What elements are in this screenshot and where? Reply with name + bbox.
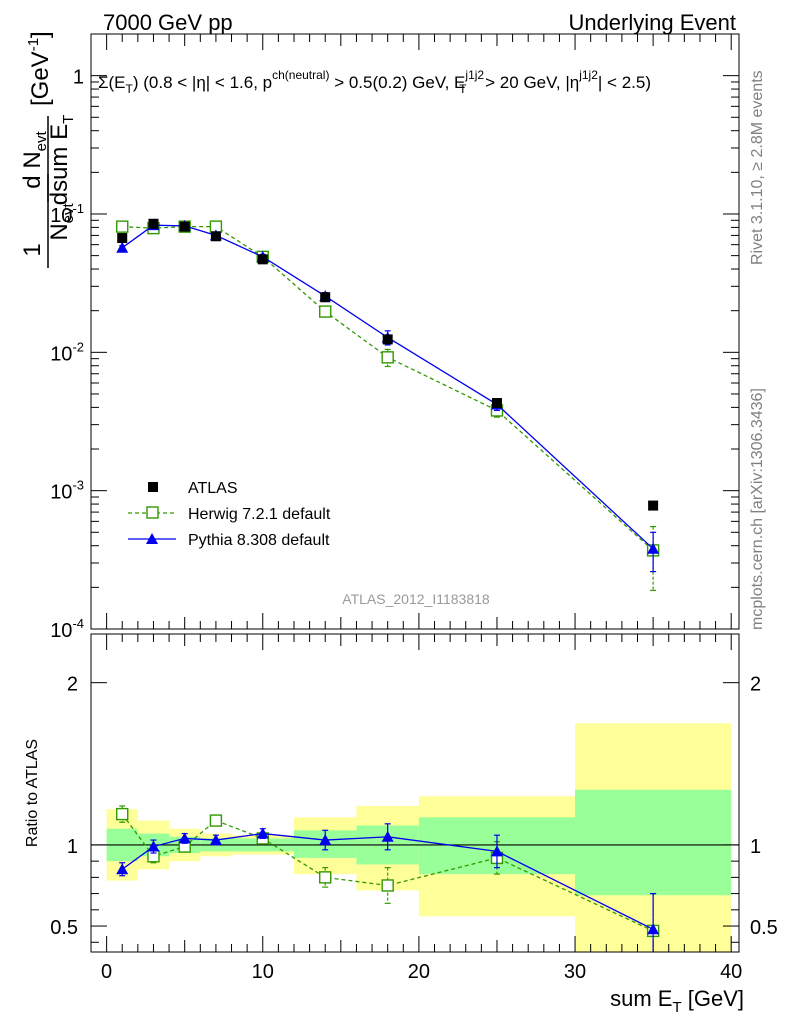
ratio-axes: 0.5 0.5 1 1 2 2 [50, 634, 778, 952]
ratio-y-tick-label: 0.5 [50, 917, 78, 939]
x-axis-label: sum ET [GeV] [610, 986, 744, 1016]
legend-pythia-marker [146, 533, 158, 544]
ratio-y-tick-label-right: 1 [750, 836, 761, 858]
ratio-y-tick-label-right: 0.5 [750, 917, 778, 939]
legend-item-pythia: Pythia 8.308 default [128, 532, 330, 549]
herwig-point [381, 351, 394, 364]
pythia-point [116, 241, 129, 253]
atlas-point [257, 254, 268, 265]
legend: ATLAS Herwig 7.2.1 default Pythia 8.308 … [128, 480, 331, 549]
herwig-line [122, 225, 654, 551]
uncertainty-band-inner [575, 789, 732, 896]
ratio-pythia-point [381, 830, 394, 842]
x-tick-label: 30 [564, 961, 586, 983]
x-tick-label: 0 [101, 961, 112, 983]
x-tick-label: 40 [720, 961, 742, 983]
legend-atlas-label: ATLAS [188, 480, 238, 497]
main-marks [116, 218, 660, 592]
ratio-pythia-point [490, 845, 503, 857]
atlas-point [148, 218, 159, 229]
legend-atlas-marker [148, 482, 158, 492]
main-frame [90, 33, 740, 630]
ratio-pythia-point [647, 923, 660, 935]
x-tick-label: 10 [252, 961, 274, 983]
atlas-point [320, 292, 331, 303]
main-title: Σ(ET) (0.8 < |η| < 1.6, pch(neutral) > 0… [98, 68, 651, 96]
main-panel: 10-4 10-3 10-2 10-1 1 Σ(ET) (0.8 < |η| < 1.6… [50, 33, 740, 642]
ratio-y-tick-label: 1 [67, 836, 78, 858]
main-axes: 10-4 10-3 10-2 10-1 1 [50, 33, 739, 642]
ratio-pythia-point [209, 834, 222, 846]
ratio-pythia-point [319, 834, 332, 846]
y-tick-label: 10-2 [50, 339, 84, 365]
ratio-pythia-point [178, 832, 191, 844]
watermark: ATLAS_2012_I1183818 [342, 591, 490, 607]
ratio-pythia-point [147, 840, 160, 852]
atlas-point [210, 231, 221, 242]
ratio-pythia-point [256, 827, 269, 839]
herwig-point [116, 220, 129, 233]
svg-text:[GeV-1]: [GeV-1] [25, 31, 54, 106]
mcplots-label: mcplots.cern.ch [arXiv:1306.3436] [749, 388, 766, 630]
ratio-y-tick-label: 2 [67, 674, 78, 696]
ratio-herwig-point [381, 879, 394, 892]
y-tick-label: 10-3 [50, 478, 84, 504]
ratio-frame [90, 633, 740, 953]
atlas-point [382, 334, 393, 345]
ratio-panel: 0.5 0.5 1 1 2 2 Ratio to ATLAS [24, 633, 778, 953]
header-right: Underlying Event [568, 10, 736, 35]
atlas-point [179, 221, 190, 232]
y-tick-label: 10-4 [50, 616, 84, 642]
atlas-point [117, 233, 128, 244]
herwig-point [319, 305, 332, 318]
pythia-point [647, 542, 660, 554]
ratio-marks [116, 805, 660, 952]
y-tick-label: 1 [73, 67, 84, 89]
y-tick-label: 10-1 [50, 201, 84, 227]
ratio-pythia-point [116, 863, 129, 875]
rivet-label: Rivet 3.1.10, ≥ 2.8M events [749, 70, 766, 265]
legend-item-herwig: Herwig 7.2.1 default [128, 506, 331, 523]
pythia-line [121, 224, 654, 550]
legend-pythia-label: Pythia 8.308 default [188, 532, 330, 549]
ratio-ylabel: Ratio to ATLAS [24, 739, 41, 847]
svg-text:1: 1 [19, 243, 46, 256]
ratio-bands [106, 723, 732, 952]
ratio-y-tick-label-right: 2 [750, 674, 761, 696]
header-left: 7000 GeV pp [103, 10, 233, 35]
ratio-herwig-point [209, 814, 223, 827]
ratio-herwig-point [116, 807, 129, 821]
x-tick-label: 20 [408, 961, 430, 983]
main-ylabel: 1 Nevt d Nevt dsum ET [GeV-1] [19, 31, 77, 268]
legend-herwig-marker [146, 506, 159, 519]
legend-item-atlas: ATLAS [148, 480, 238, 497]
atlas-point [648, 500, 659, 511]
svg-text:dsum ET: dsum ET [46, 115, 77, 206]
x-tick-labels: 0 10 20 30 40 [101, 961, 742, 983]
legend-herwig-label: Herwig 7.2.1 default [188, 506, 331, 523]
ratio-herwig-point [319, 871, 332, 884]
atlas-point [491, 398, 502, 409]
